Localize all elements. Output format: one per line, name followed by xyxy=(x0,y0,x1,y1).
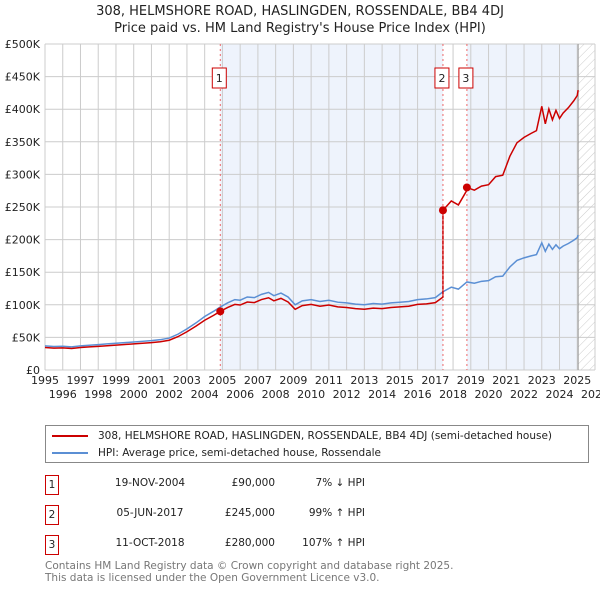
x-tick-label: 2012 xyxy=(333,388,361,401)
x-tick-label: 2025 xyxy=(563,374,591,387)
legend-label: HPI: Average price, semi-detached house,… xyxy=(98,447,382,459)
sale-marker: 2 xyxy=(45,505,59,525)
legend: 308, HELMSHORE ROAD, HASLINGDEN, ROSSEND… xyxy=(45,425,589,463)
x-tick-label: 1997 xyxy=(66,374,94,387)
y-tick-label: £300K xyxy=(5,168,41,181)
x-tick-label: 1995 xyxy=(31,374,59,387)
sale-price: £245,000 xyxy=(224,507,275,519)
sale-point xyxy=(462,183,471,192)
sale-label-box xyxy=(211,67,227,89)
x-tick-label: 2009 xyxy=(279,374,307,387)
x-tick-label: 2023 xyxy=(528,374,556,387)
chart-title: 308, HELMSHORE ROAD, HASLINGDEN, ROSSEND… xyxy=(96,4,504,19)
x-tick-label: 2016 xyxy=(404,388,432,401)
x-tick-label: 2008 xyxy=(262,388,290,401)
x-tick-label: 2018 xyxy=(439,388,467,401)
x-tick-label: 2014 xyxy=(368,388,396,401)
sale-label: 2 xyxy=(438,72,445,85)
sale-price: £90,000 xyxy=(231,477,275,489)
y-tick-label: £500K xyxy=(5,38,41,51)
y-tick-label: £400K xyxy=(5,103,41,116)
sale-point xyxy=(438,206,447,215)
sale-date: 05-JUN-2017 xyxy=(116,507,184,519)
y-tick-label: £450K xyxy=(5,71,41,84)
legend-label: 308, HELMSHORE ROAD, HASLINGDEN, ROSSEND… xyxy=(98,430,553,442)
x-tick-label: 2020 xyxy=(475,388,503,401)
sale-date: 19-NOV-2004 xyxy=(114,477,186,489)
x-tick-label: 2013 xyxy=(350,374,378,387)
sale-marker: 3 xyxy=(45,535,59,555)
sale-hpi: 7% ↓ HPI xyxy=(315,477,365,489)
sale-date: 11-OCT-2018 xyxy=(115,537,185,549)
x-tick-label: 2021 xyxy=(492,374,520,387)
x-tick-label: 2026 xyxy=(581,388,600,401)
sale-point xyxy=(216,307,225,316)
x-tick-label: 2011 xyxy=(315,374,343,387)
legend-swatch-red xyxy=(52,435,88,437)
footer-copyright: Contains HM Land Registry data © Crown c… xyxy=(45,560,454,572)
x-tick-label: 2007 xyxy=(244,374,272,387)
sale-hpi: 99% ↑ HPI xyxy=(308,507,365,519)
chart-subtitle: Price paid vs. HM Land Registry's House … xyxy=(114,21,486,36)
sale-price: £280,000 xyxy=(224,537,275,549)
x-tick-label: 2004 xyxy=(191,388,219,401)
sale-label-box xyxy=(434,67,450,89)
y-tick-label: £100K xyxy=(5,299,41,312)
hpi-line xyxy=(44,234,579,348)
x-tick-label: 1998 xyxy=(84,388,112,401)
legend-item-price: 308, HELMSHORE ROAD, HASLINGDEN, ROSSEND… xyxy=(52,430,552,442)
x-tick-label: 2000 xyxy=(120,388,148,401)
x-tick-label: 1999 xyxy=(102,374,130,387)
x-tick-label: 2015 xyxy=(386,374,414,387)
price-paid-line xyxy=(44,89,579,350)
y-tick-label: £200K xyxy=(5,234,41,247)
sale-hpi: 107% ↑ HPI xyxy=(302,537,365,549)
y-tick-label: £150K xyxy=(5,266,41,279)
x-tick-label: 2002 xyxy=(155,388,183,401)
x-tick-label: 2019 xyxy=(457,374,485,387)
x-tick-label: 2017 xyxy=(421,374,449,387)
x-tick-label: 2010 xyxy=(297,388,325,401)
legend-item-hpi: HPI: Average price, semi-detached house,… xyxy=(52,447,381,459)
sale-marker: 1 xyxy=(45,475,59,495)
y-tick-label: £0 xyxy=(26,364,40,377)
x-tick-label: 2005 xyxy=(208,374,236,387)
sale-label-box xyxy=(458,67,474,89)
sale-label: 1 xyxy=(216,72,223,85)
x-tick-label: 2006 xyxy=(226,388,254,401)
y-tick-label: £50K xyxy=(12,331,41,344)
sale-label: 3 xyxy=(462,72,469,85)
footer-licence: This data is licensed under the Open Gov… xyxy=(45,572,380,584)
plot-area: 1995199619971998199920002001200220032004… xyxy=(5,38,600,401)
x-tick-label: 2024 xyxy=(546,388,574,401)
legend-swatch-blue xyxy=(52,452,88,454)
y-tick-label: £250K xyxy=(5,201,41,214)
x-tick-label: 1996 xyxy=(49,388,77,401)
x-tick-label: 2003 xyxy=(173,374,201,387)
x-tick-label: 2022 xyxy=(510,388,538,401)
x-tick-label: 2001 xyxy=(137,374,165,387)
y-tick-label: £350K xyxy=(5,136,41,149)
